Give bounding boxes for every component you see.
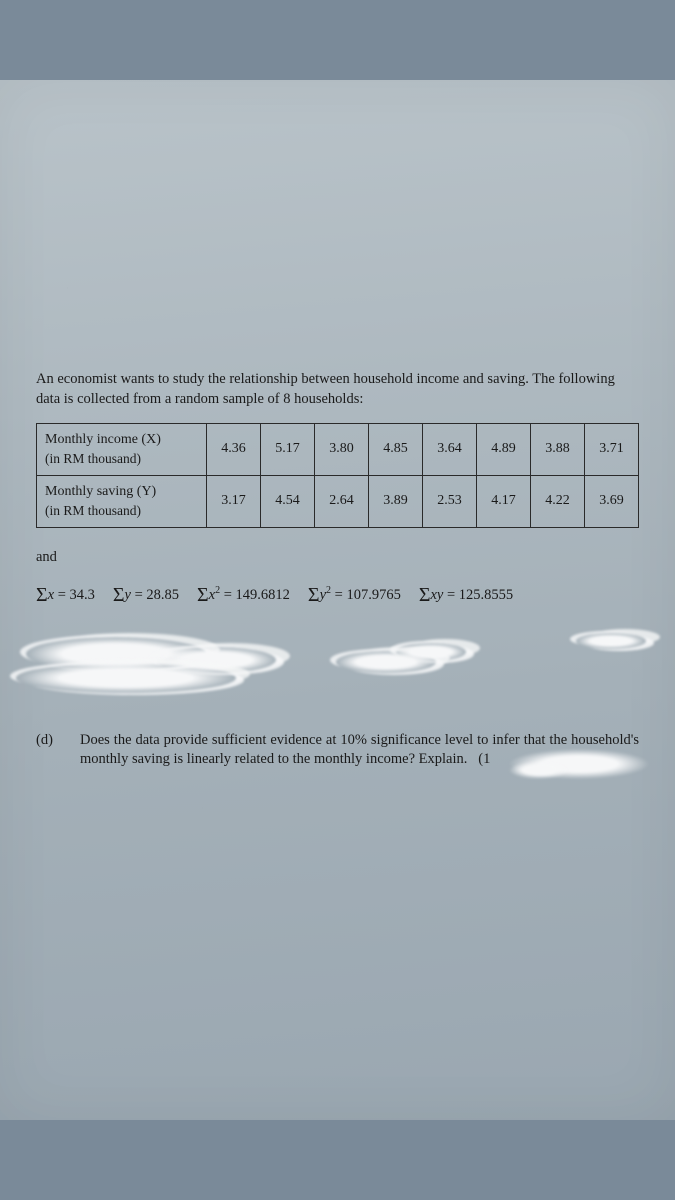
erase-blob — [509, 761, 569, 779]
data-cell: 4.89 — [477, 424, 531, 476]
sum-y2: Σy2 = 107.9765 — [308, 582, 401, 609]
row-label-sub: (in RM thousand) — [45, 450, 200, 468]
sum-y2-value: 107.9765 — [346, 587, 400, 603]
row-label-main: Monthly income (X) — [45, 432, 161, 447]
sum-x: Σx = 34.3 — [36, 582, 95, 609]
erase-blob — [576, 633, 646, 649]
question-label: (d) — [36, 731, 62, 751]
data-cell: 4.36 — [207, 424, 261, 476]
table-row: Monthly saving (Y) (in RM thousand) 3.17… — [37, 476, 639, 528]
data-cell: 4.22 — [531, 476, 585, 528]
data-cell: 3.88 — [531, 424, 585, 476]
data-cell: 2.64 — [315, 476, 369, 528]
sum-y: Σy = 28.85 — [113, 582, 179, 609]
erase-blob — [396, 643, 466, 661]
question-text: Does the data provide sufficient evidenc… — [80, 731, 639, 770]
data-cell: 3.71 — [585, 424, 639, 476]
row-label-saving: Monthly saving (Y) (in RM thousand) — [37, 476, 207, 528]
intro-paragraph: An economist wants to study the relation… — [36, 370, 639, 409]
row-label-income: Monthly income (X) (in RM thousand) — [37, 424, 207, 476]
data-cell: 4.54 — [261, 476, 315, 528]
sum-xy: Σxy = 125.8555 — [419, 582, 513, 609]
data-cell: 3.64 — [423, 424, 477, 476]
data-cell: 3.17 — [207, 476, 261, 528]
top-margin — [36, 80, 639, 370]
erase-blob — [16, 663, 236, 693]
sum-x2-value: 149.6812 — [236, 587, 290, 603]
intro-line-1: An economist wants to study the relation… — [36, 371, 615, 387]
summary-sums: Σx = 34.3 Σy = 28.85 Σx2 = 149.6812 Σy2 … — [36, 582, 639, 609]
sum-y-value: 28.85 — [146, 587, 179, 603]
row-label-main: Monthly saving (Y) — [45, 484, 156, 499]
data-table: Monthly income (X) (in RM thousand) 4.36… — [36, 423, 639, 528]
sum-xy-value: 125.8555 — [459, 587, 513, 603]
table-row: Monthly income (X) (in RM thousand) 4.36… — [37, 424, 639, 476]
sum-x2: Σx2 = 149.6812 — [197, 582, 290, 609]
data-cell: 4.85 — [369, 424, 423, 476]
data-cell: 5.17 — [261, 424, 315, 476]
intro-line-2: data is collected from a random sample o… — [36, 391, 363, 407]
data-cell: 4.17 — [477, 476, 531, 528]
document-page: An economist wants to study the relation… — [0, 80, 675, 1120]
sum-x-value: 34.3 — [70, 587, 95, 603]
data-cell: 3.80 — [315, 424, 369, 476]
and-label: and — [36, 548, 639, 568]
question-d: (d) Does the data provide sufficient evi… — [36, 731, 639, 770]
data-cell: 3.69 — [585, 476, 639, 528]
data-cell: 3.89 — [369, 476, 423, 528]
data-cell: 2.53 — [423, 476, 477, 528]
row-label-sub: (in RM thousand) — [45, 502, 200, 520]
redaction-area-1 — [36, 637, 639, 707]
marks-fragment: (1 — [478, 751, 490, 767]
